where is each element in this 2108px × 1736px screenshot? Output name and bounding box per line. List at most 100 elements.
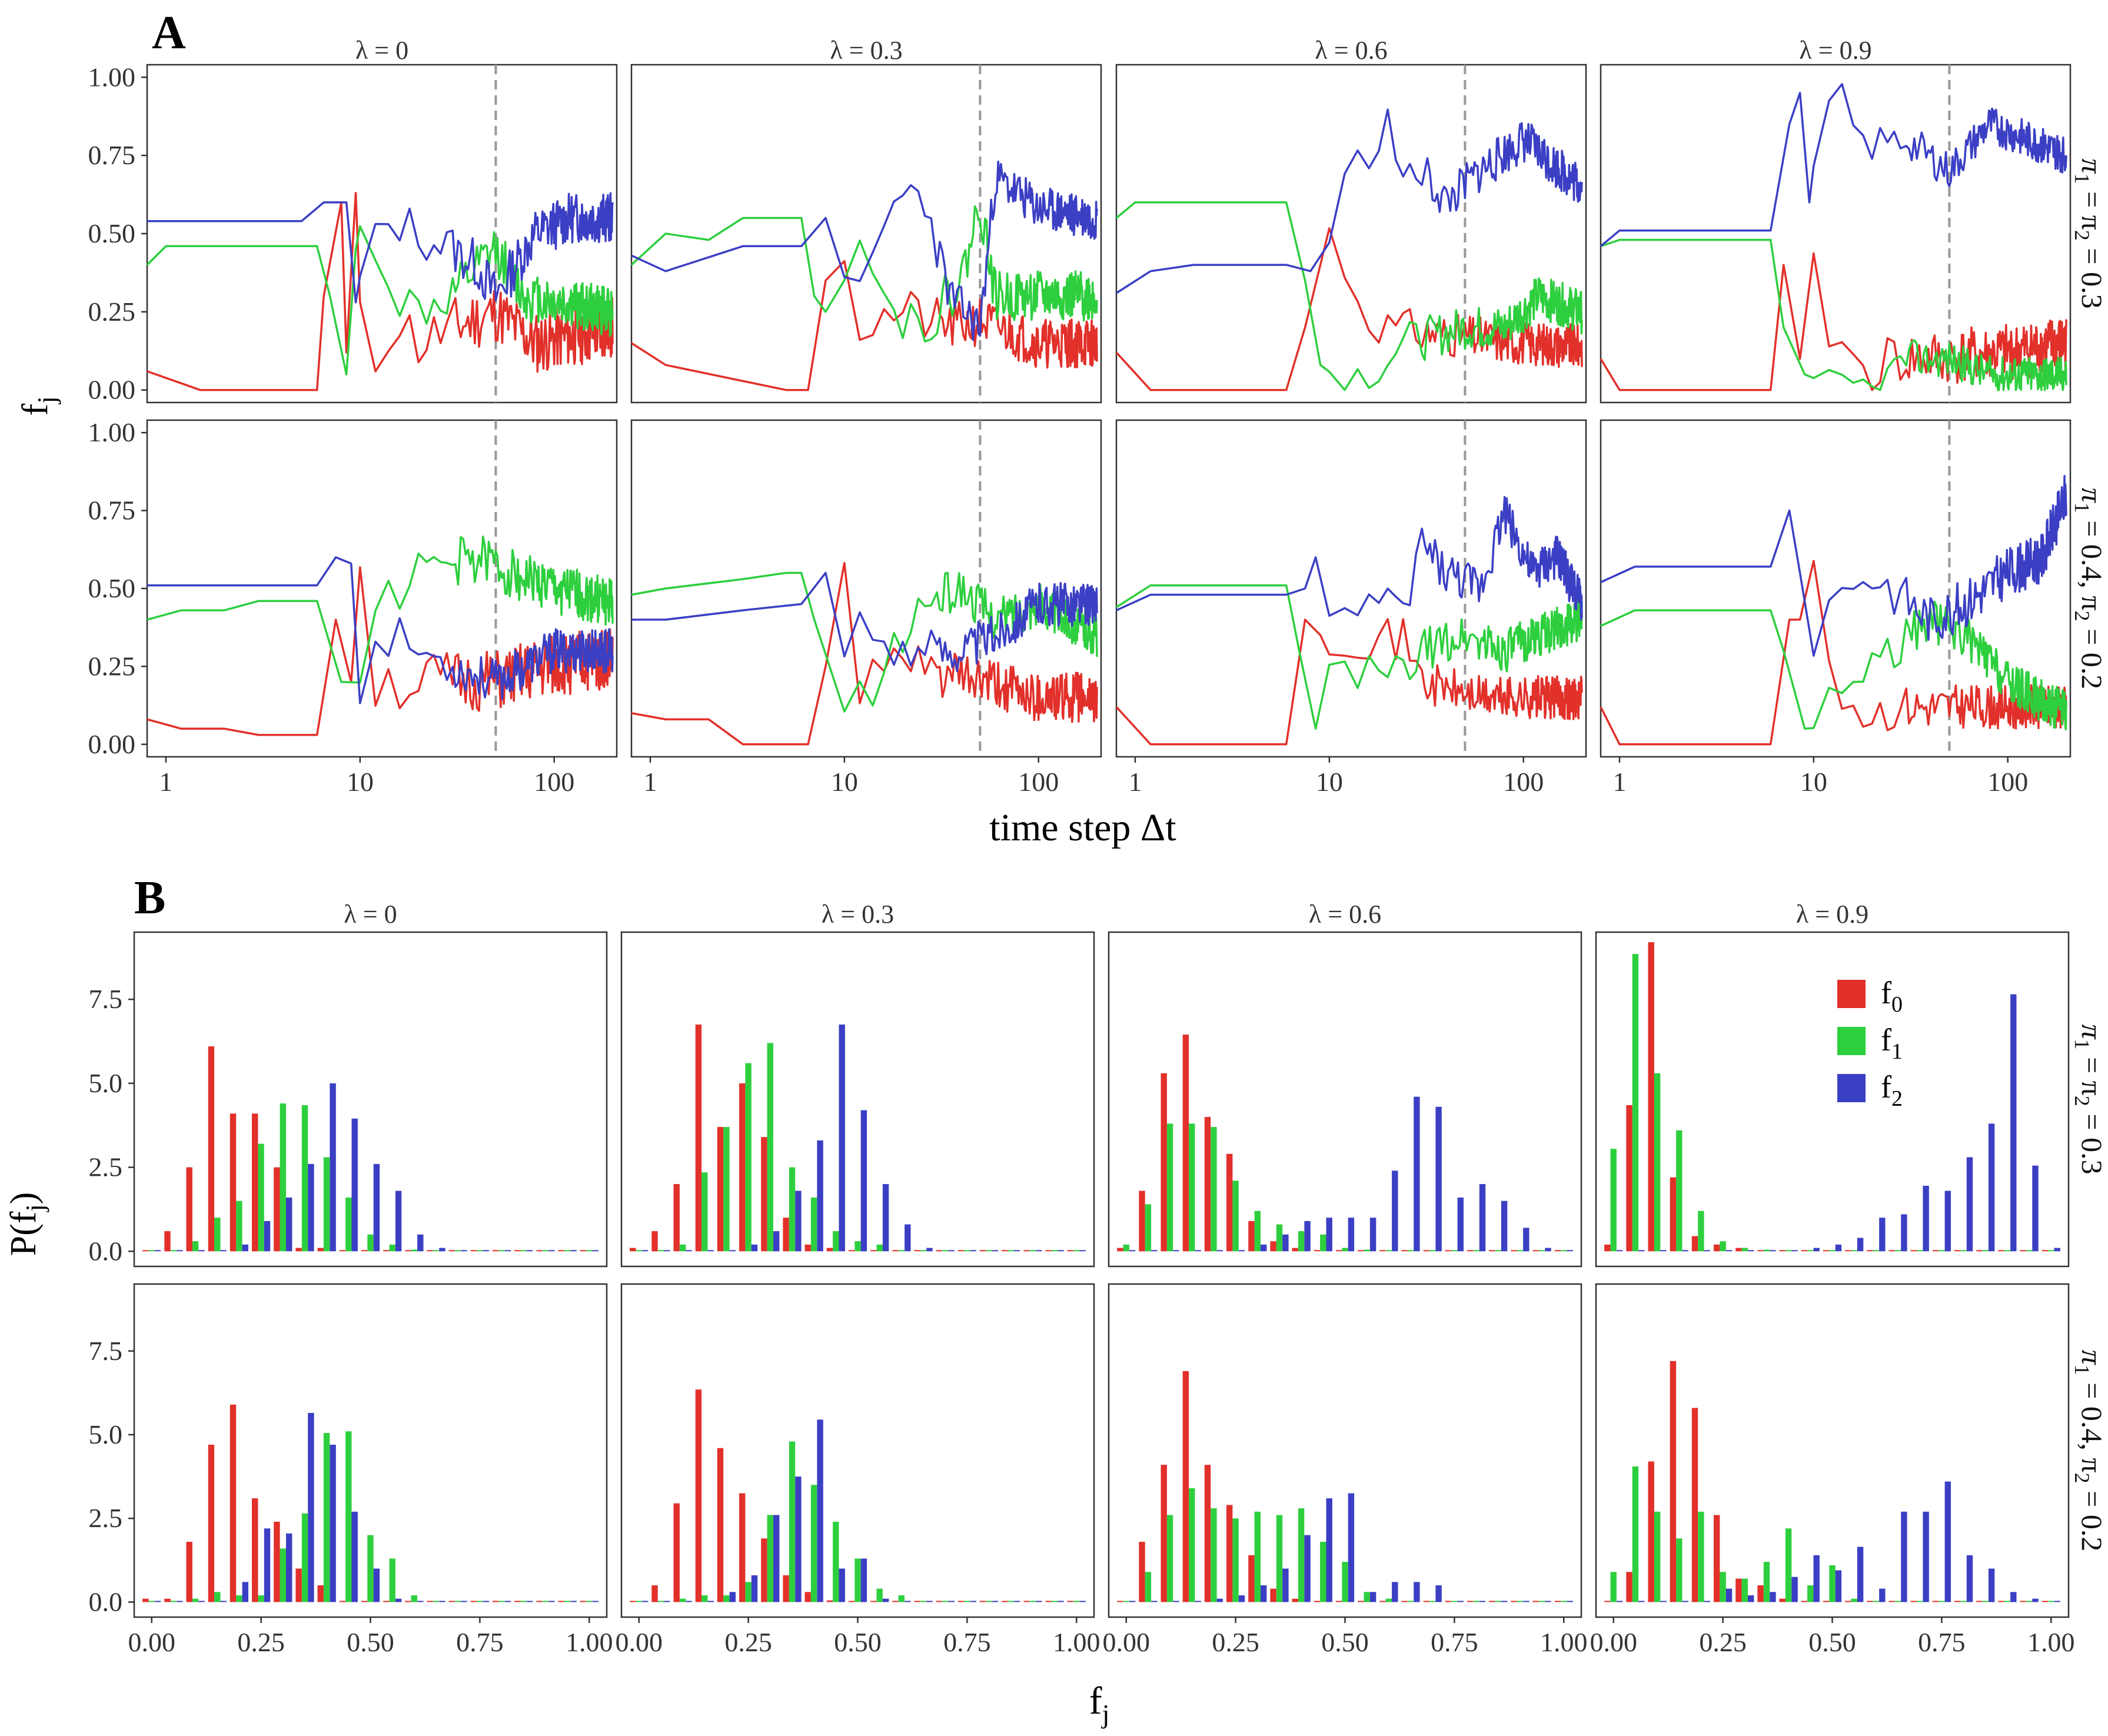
- b-bar-f0-0-0-8: [317, 1248, 324, 1252]
- b-bar-f1-0-2-4: [1211, 1127, 1217, 1252]
- b-bar-f1-1-1-1: [657, 1601, 664, 1602]
- b-bar-f1-1-1-9: [833, 1521, 839, 1602]
- b-bar-f2-0-2-9: [1326, 1218, 1332, 1252]
- b-bar-f0-1-2-19: [1532, 1601, 1539, 1602]
- b-bar-f0-0-3-10: [1823, 1250, 1830, 1252]
- b-bar-f0-1-2-0: [1117, 1601, 1123, 1602]
- b-bar-f1-1-1-18: [1029, 1601, 1036, 1602]
- b-bar-f0-0-1-0: [630, 1248, 636, 1252]
- b-bar-f0-0-2-7: [1270, 1241, 1276, 1252]
- b-bar-f2-1-3-8: [1791, 1577, 1798, 1602]
- b-bar-f0-0-1-15: [957, 1250, 965, 1252]
- panel_b-row-label-1: π1 = 0.4, π2 = 0.2: [2070, 1350, 2108, 1552]
- a-ytick-label-1-0: 0.00: [88, 729, 136, 759]
- panel_b-row-label-0: π1 = π2 = 0.3: [2070, 1024, 2108, 1174]
- b-bar-f0-0-3-20: [2041, 1250, 2048, 1252]
- b-bar-f1-0-1-18: [1029, 1250, 1036, 1252]
- b-bar-f0-0-3-11: [1845, 1250, 1851, 1252]
- b-bar-f1-1-0-15: [477, 1601, 483, 1602]
- b-bar-f1-1-0-18: [542, 1601, 549, 1602]
- b-xtick-label-2-4: 1.00: [1540, 1627, 1588, 1657]
- b-bar-f1-1-0-14: [455, 1601, 461, 1602]
- a-line-f1-1-0: [147, 536, 614, 684]
- b-bar-f1-0-3-20: [2048, 1250, 2054, 1252]
- b-bar-f1-0-2-8: [1298, 1231, 1305, 1252]
- b-facet-1-2: 0.00 0.25 0.50 0.75 1.00: [1102, 1283, 1588, 1657]
- b-bar-f2-0-1-13: [926, 1248, 933, 1252]
- a-xtick-label-0-2: 100: [534, 767, 574, 797]
- a-line-f2-0-3: [1600, 83, 2067, 247]
- b-bar-f2-0-2-2: [1173, 1250, 1179, 1252]
- b-bar-f1-1-1-10: [854, 1558, 861, 1602]
- b-bar-f0-1-3-2: [1648, 1461, 1654, 1602]
- b-bar-f2-0-0-5: [264, 1220, 271, 1252]
- b-xtick-label-1-0: 0.00: [615, 1627, 663, 1657]
- b-bar-f2-0-1-12: [905, 1224, 911, 1252]
- b-bar-f1-0-1-8: [810, 1198, 817, 1252]
- b-bar-f0-1-0-17: [514, 1601, 521, 1602]
- b-bar-f2-1-0-16: [504, 1601, 511, 1602]
- b-bar-f1-0-3-12: [1873, 1250, 1879, 1252]
- b-bar-f2-1-0-15: [483, 1601, 489, 1602]
- b-xtick-label-1-4: 1.00: [1053, 1627, 1100, 1657]
- b-bar-f1-0-1-7: [789, 1167, 796, 1252]
- b-bar-f2-0-0-6: [286, 1198, 292, 1252]
- b-xtick-label-0-1: 0.25: [237, 1627, 285, 1657]
- b-bar-f2-0-3-15: [1944, 1190, 1951, 1252]
- b-bar-f0-0-0-12: [405, 1250, 411, 1252]
- b-bar-f1-1-2-12: [1385, 1598, 1392, 1602]
- b-bar-f2-1-2-10: [1348, 1493, 1355, 1602]
- panel-b-label: B: [134, 872, 165, 924]
- b-bar-f2-0-0-12: [417, 1234, 424, 1252]
- b-bar-f0-1-1-5: [739, 1493, 746, 1602]
- b-xtick-label-1-1: 0.25: [724, 1627, 772, 1657]
- b-bar-f0-1-2-7: [1270, 1588, 1276, 1602]
- b-bar-f2-1-1-8: [817, 1419, 823, 1602]
- b-bar-f1-0-1-15: [964, 1250, 970, 1252]
- legend-label-f2: f2: [1881, 1069, 1903, 1111]
- legend-label-f1: f1: [1881, 1022, 1903, 1064]
- b-bar-f0-1-1-6: [761, 1538, 767, 1602]
- b-bar-f0-1-3-16: [1954, 1601, 1961, 1602]
- a-facet-1-1: 1 10 100: [630, 419, 1102, 797]
- b-bar-f2-1-2-11: [1369, 1592, 1376, 1602]
- b-bar-f2-1-2-15: [1457, 1601, 1464, 1602]
- b-bar-f1-0-1-0: [636, 1250, 642, 1252]
- a-xtick-label-3-0: 1: [1612, 767, 1626, 797]
- b-bar-f2-1-1-12: [905, 1601, 911, 1602]
- b-bar-f0-1-2-9: [1314, 1601, 1321, 1602]
- b-bar-f2-0-1-17: [1013, 1250, 1020, 1252]
- panel_b-row-label-0-s1: 1: [2070, 1039, 2094, 1049]
- b-col-title-1: λ = 0.3: [822, 900, 894, 929]
- panel_b-row-label-1-tail: = 0.2: [2076, 1484, 2108, 1552]
- b-bar-f1-1-1-17: [1008, 1601, 1014, 1602]
- a-line-f0-1-0: [147, 566, 614, 736]
- b-bar-f0-0-0-9: [339, 1250, 346, 1252]
- b-bar-f2-1-3-11: [1857, 1547, 1864, 1602]
- a-ytick-label-0-2: 0.50: [88, 218, 136, 248]
- b-bar-f1-0-0-9: [345, 1198, 352, 1252]
- b-bar-f0-1-3-15: [1932, 1601, 1939, 1602]
- b-bar-f2-0-0-15: [483, 1250, 489, 1252]
- b-bar-f1-0-1-19: [1051, 1250, 1058, 1252]
- b-bar-f2-0-0-14: [461, 1250, 467, 1252]
- b-bar-f1-0-2-19: [1538, 1250, 1545, 1252]
- b-bar-f0-0-1-17: [1002, 1250, 1008, 1252]
- b-bar-f1-1-2-17: [1495, 1601, 1501, 1602]
- b-bar-f1-0-0-12: [411, 1249, 417, 1252]
- b-bar-f1-0-2-11: [1364, 1249, 1370, 1252]
- b-bar-f1-1-0-17: [520, 1601, 527, 1602]
- b-bar-f2-0-3-5: [1725, 1250, 1733, 1252]
- panel_b-row-label-1-s1: 1: [2070, 1365, 2094, 1375]
- b-bar-f1-0-2-9: [1320, 1234, 1326, 1252]
- a-xtick-label-0-0: 1: [159, 767, 172, 797]
- panel-b-ylabel: P(fj): [4, 1192, 49, 1256]
- b-bar-f2-0-1-8: [817, 1140, 823, 1252]
- b-frame-0-1: [620, 931, 1095, 1268]
- b-bar-f0-1-3-9: [1801, 1601, 1808, 1602]
- b-bar-f0-1-3-12: [1867, 1601, 1873, 1602]
- b-bar-f0-1-0-4: [230, 1404, 237, 1602]
- b-bar-f0-0-0-13: [427, 1250, 433, 1252]
- b-bar-f1-1-2-2: [1166, 1515, 1173, 1602]
- b-bar-f0-1-3-18: [1998, 1601, 2004, 1602]
